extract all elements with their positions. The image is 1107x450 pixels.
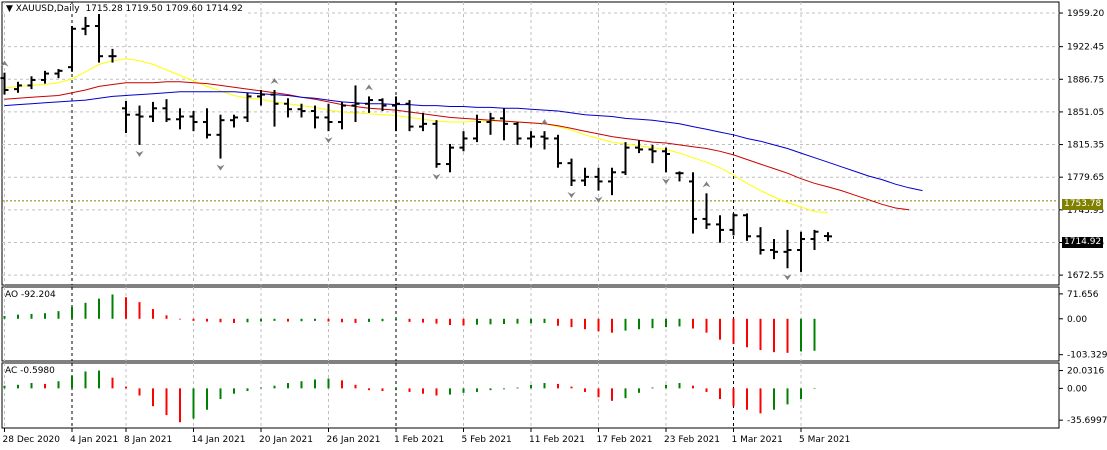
date-tick-label: 1 Mar 2021 — [732, 435, 783, 445]
ohlc-readout: 1715.28 1719.50 1709.60 1714.92 — [85, 4, 243, 14]
date-tick-label: 1 Feb 2021 — [394, 435, 444, 445]
date-tick-label: 8 Jan 2021 — [124, 435, 172, 445]
moving-average-line-1 — [4, 81, 910, 211]
date-tick-label: 4 Jan 2021 — [70, 435, 118, 445]
fractal-down-marker — [662, 178, 670, 185]
fractal-down-marker — [567, 192, 576, 199]
fractal-down-marker — [216, 164, 225, 171]
moving-average-line-2 — [4, 91, 923, 192]
level-price-tag: 1753.78 — [1062, 199, 1104, 210]
date-tick-label: 17 Feb 2021 — [597, 435, 653, 445]
moving-average-line-0 — [4, 58, 829, 213]
current-price-tag: 1714.92 — [1062, 237, 1104, 248]
fractal-down-marker — [324, 137, 333, 144]
symbol-label: XAUUSD,Daily — [15, 4, 80, 14]
date-tick-label: 20 Jan 2021 — [259, 435, 313, 445]
date-tick-label: 14 Jan 2021 — [192, 435, 246, 445]
fractal-up-marker — [702, 181, 711, 188]
symbol-title: ▼ XAUUSD,Daily 1715.28 1719.50 1709.60 1… — [4, 4, 245, 14]
price-tick-label: 1851.05 — [1067, 108, 1104, 118]
ao-tick-label: -103.329 — [1067, 351, 1107, 361]
date-tick-label: 28 Dec 2020 — [3, 435, 61, 445]
ac-tick-label: 20.0316 — [1067, 367, 1104, 377]
ac-indicator-label: AC -0.5980 — [5, 366, 55, 376]
price-tick-label: 1815.35 — [1067, 141, 1104, 151]
ao-tick-label: 71.656 — [1067, 290, 1099, 300]
price-tick-label: 1959.20 — [1067, 9, 1104, 19]
ac-tick-label: 0.00 — [1067, 384, 1087, 394]
fractal-down-marker — [135, 150, 144, 157]
price-tick-label: 1922.45 — [1067, 43, 1104, 53]
fractal-down-marker — [432, 173, 441, 180]
date-tick-label: 5 Feb 2021 — [462, 435, 512, 445]
price-tick-label: 1672.55 — [1067, 271, 1104, 281]
fractal-down-marker — [594, 196, 603, 203]
date-tick-label: 23 Feb 2021 — [664, 435, 720, 445]
fractal-up-marker — [540, 119, 549, 126]
dropdown-triangle-icon[interactable]: ▼ — [6, 4, 13, 14]
ao-indicator-label: AO -92.204 — [5, 290, 56, 300]
fractal-down-marker — [783, 274, 792, 281]
fractal-up-marker — [0, 60, 9, 67]
price-tick-label: 1886.75 — [1067, 75, 1104, 85]
fractal-up-marker — [365, 84, 373, 91]
ac-tick-label: -35.6997 — [1067, 416, 1107, 426]
price-tick-label: 1743.95 — [1067, 206, 1104, 216]
date-tick-label: 5 Mar 2021 — [799, 435, 850, 445]
date-tick-label: 26 Jan 2021 — [327, 435, 381, 445]
ao-tick-label: 0.00 — [1067, 315, 1087, 325]
price-tick-label: 1779.65 — [1067, 173, 1104, 183]
date-tick-label: 11 Feb 2021 — [529, 435, 585, 445]
fractal-up-marker — [270, 78, 279, 85]
